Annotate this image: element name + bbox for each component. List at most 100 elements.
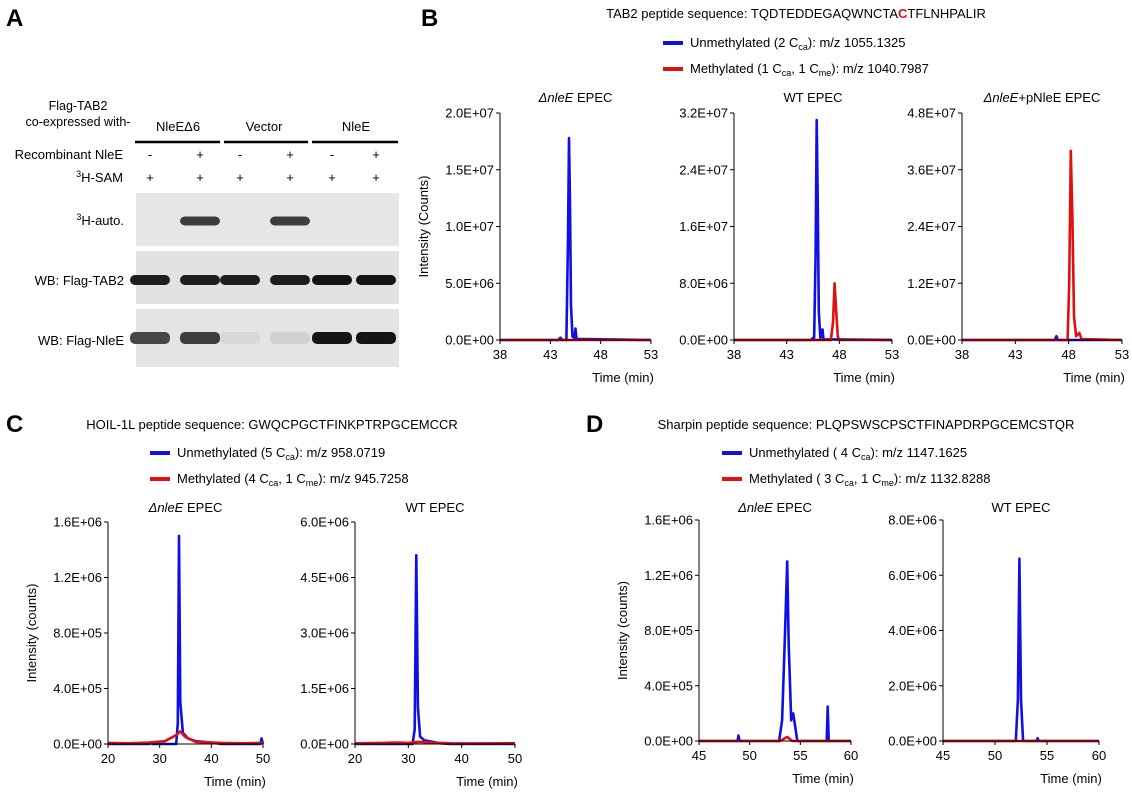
panel-d-legend: Unmethylated ( 4 Cca): m/z 1147.1625 Met… bbox=[722, 445, 990, 488]
y-tick-label: 1.2E+06 bbox=[644, 568, 693, 583]
x-tick-label: 50 bbox=[256, 751, 270, 766]
series-unmethylated bbox=[734, 118, 893, 342]
y-tick-label: 1.6E+06 bbox=[53, 515, 102, 530]
x-tick-label: 60 bbox=[844, 748, 858, 763]
y-tick-label: 2.0E+07 bbox=[445, 106, 494, 121]
legend-label-unmethylated: Unmethylated (5 Cca): m/z 958.0719 bbox=[177, 445, 385, 462]
x-tick-label: 43 bbox=[1008, 347, 1022, 362]
chart-title: WT EPEC bbox=[784, 90, 843, 105]
x-tick-label: 45 bbox=[936, 748, 950, 763]
chart-title: WT EPEC bbox=[406, 500, 465, 515]
x-tick-label: 20 bbox=[101, 751, 115, 766]
x-tick-label: 55 bbox=[1040, 748, 1054, 763]
chart-title: WT EPEC bbox=[992, 500, 1051, 515]
panel-label-d: D bbox=[586, 411, 603, 438]
x-tick-label: 53 bbox=[644, 347, 658, 362]
chart-c1: ΔnleE EPEC 0.0E+00 4.0E+05 8.0E+05 1.2E+06 1.… bbox=[24, 500, 270, 789]
x-tick-label: 30 bbox=[401, 751, 415, 766]
legend-label-unmethylated: Unmethylated (2 Cca): m/z 1055.1325 bbox=[690, 35, 905, 52]
y-tick-label: 0.0E+00 bbox=[888, 734, 937, 749]
y-tick-label: 1.2E+06 bbox=[53, 570, 102, 585]
blot-band bbox=[220, 275, 260, 285]
blot-sign: - bbox=[330, 147, 334, 162]
x-tick-label: 60 bbox=[1092, 748, 1106, 763]
x-tick-label: 40 bbox=[454, 751, 468, 766]
chart-title: ΔnleE EPEC bbox=[737, 500, 812, 515]
y-tick-label: 2.0E+06 bbox=[888, 678, 937, 693]
blot-header-line2: co-expressed with- bbox=[26, 115, 131, 129]
y-axis-label: Intensity (counts) bbox=[24, 584, 39, 683]
blot-band bbox=[270, 275, 310, 285]
series-unmethylated bbox=[943, 557, 1099, 743]
y-tick-label: 5.0E+06 bbox=[445, 276, 494, 291]
x-tick-label: 48 bbox=[1061, 347, 1075, 362]
y-tick-label: 0.0E+00 bbox=[445, 333, 494, 348]
y-tick-label: 4.0E+05 bbox=[53, 681, 102, 696]
x-axis-label: Time (min) bbox=[1040, 771, 1102, 786]
x-axis-label: Time (min) bbox=[592, 370, 654, 385]
x-tick-label: 43 bbox=[543, 347, 557, 362]
y-tick-label: 0.0E+00 bbox=[644, 734, 693, 749]
x-axis-label: Time (min) bbox=[792, 771, 854, 786]
x-tick-label: 43 bbox=[779, 347, 793, 362]
blot-band bbox=[356, 275, 396, 285]
x-tick-label: 40 bbox=[204, 751, 218, 766]
chart-b1: ΔnleE EPEC 0.0E+00 5.0E+06 1.0E+07 1.5E+07 2.… bbox=[416, 90, 658, 385]
blot-sign: + bbox=[286, 170, 294, 185]
panel-label-b: B bbox=[421, 5, 438, 32]
panel-b-legend: Unmethylated (2 Cca): m/z 1055.1325 Meth… bbox=[663, 35, 929, 78]
blot-group-nleed6: NleEΔ6 bbox=[156, 119, 200, 134]
y-tick-label: 1.5E+06 bbox=[300, 681, 349, 696]
y-tick-label: 1.6E+07 bbox=[679, 219, 728, 234]
series-methylated bbox=[354, 740, 516, 745]
y-tick-label: 1.6E+06 bbox=[644, 513, 693, 528]
row-label-h-sam: 3H-SAM bbox=[76, 169, 123, 185]
panel-c-legend: Unmethylated (5 Cca): m/z 958.0719 Methy… bbox=[150, 445, 409, 488]
y-tick-label: 6.0E+06 bbox=[888, 568, 937, 583]
legend-label-methylated: Methylated (4 Cca, 1 Cme): m/z 945.7258 bbox=[177, 471, 409, 488]
blot-band bbox=[130, 332, 170, 344]
row-label-recombinant-nlee: Recombinant NleE bbox=[15, 147, 124, 162]
blot-band bbox=[180, 332, 220, 344]
x-tick-label: 30 bbox=[152, 751, 166, 766]
blot-band bbox=[312, 332, 352, 344]
blot-sign: + bbox=[196, 170, 204, 185]
y-tick-label: 1.0E+07 bbox=[445, 219, 494, 234]
y-tick-label: 8.0E+06 bbox=[888, 513, 937, 528]
panel-label-a: A bbox=[6, 5, 23, 32]
y-axis-label: Intensity (counts) bbox=[615, 581, 630, 680]
series-methylated bbox=[107, 730, 264, 745]
blot-sign: + bbox=[372, 147, 380, 162]
blot-sign: + bbox=[372, 170, 380, 185]
blot-band bbox=[270, 332, 310, 344]
blot-sign: + bbox=[328, 170, 336, 185]
x-tick-label: 48 bbox=[593, 347, 607, 362]
x-axis-label: Time (min) bbox=[833, 370, 895, 385]
x-tick-label: 50 bbox=[742, 748, 756, 763]
x-axis-label: Time (min) bbox=[1063, 370, 1125, 385]
chart-d1: ΔnleE EPEC 0.0E+00 4.0E+05 8.0E+05 1.2E+06 1.… bbox=[615, 500, 858, 786]
blot-band bbox=[312, 275, 352, 285]
y-tick-label: 1.2E+07 bbox=[907, 276, 956, 291]
x-tick-label: 20 bbox=[348, 751, 362, 766]
x-tick-label: 53 bbox=[1115, 347, 1129, 362]
chart-c2: WT EPEC 0.0E+00 1.5E+06 3.0E+06 4.5E+06 6.0E+… bbox=[300, 500, 522, 789]
y-tick-label: 3.6E+07 bbox=[907, 162, 956, 177]
x-tick-label: 53 bbox=[885, 347, 899, 362]
panel-label-c: C bbox=[6, 411, 23, 438]
y-tick-label: 0.0E+00 bbox=[907, 333, 956, 348]
chart-title: ΔnleE+pNleE EPEC bbox=[983, 90, 1101, 105]
chart-b2: WT EPEC 0.0E+00 8.0E+06 1.6E+07 2.4E+07 3.2E+… bbox=[679, 90, 899, 385]
blot-sign: + bbox=[236, 170, 244, 185]
y-tick-label: 4.0E+05 bbox=[644, 678, 693, 693]
series-unmethylated bbox=[699, 560, 851, 743]
chart-b3: ΔnleE+pNleE EPEC 0.0E+00 1.2E+07 2.4E+07 3.6… bbox=[907, 90, 1129, 385]
y-tick-label: 2.4E+07 bbox=[907, 219, 956, 234]
blot-label-autorad: 3H-auto. bbox=[76, 212, 124, 228]
chart-title: ΔnleE EPEC bbox=[538, 90, 613, 105]
blot-header-line1: Flag-TAB2 bbox=[49, 99, 108, 113]
y-tick-label: 4.5E+06 bbox=[300, 570, 349, 585]
blot-sign: + bbox=[286, 147, 294, 162]
autorad-background bbox=[136, 193, 399, 246]
panel-a-blot: Flag-TAB2 co-expressed with- NleEΔ6 Vect… bbox=[15, 99, 399, 367]
